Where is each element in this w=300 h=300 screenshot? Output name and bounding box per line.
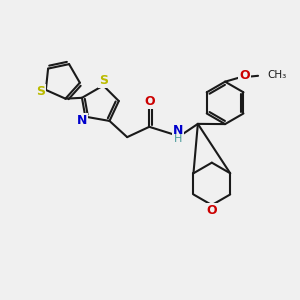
Text: CH₃: CH₃ xyxy=(267,70,286,80)
Text: S: S xyxy=(99,74,108,87)
Text: N: N xyxy=(172,124,183,137)
Text: O: O xyxy=(239,69,250,82)
Text: H: H xyxy=(174,134,182,145)
Text: S: S xyxy=(36,85,45,98)
Text: O: O xyxy=(144,95,154,108)
Text: N: N xyxy=(76,114,87,127)
Text: O: O xyxy=(206,205,217,218)
